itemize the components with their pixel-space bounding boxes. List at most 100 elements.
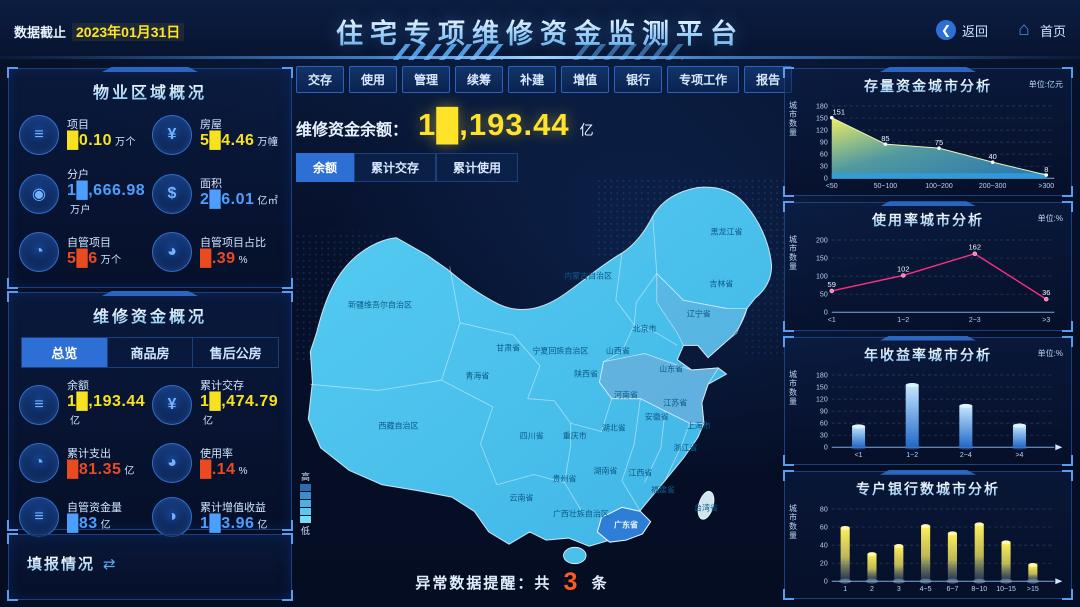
province-label[interactable]: 台湾省: [694, 503, 718, 513]
panel-notch: [102, 291, 198, 296]
province-label[interactable]: 湖北省: [601, 423, 626, 433]
stat-label: 累计支出: [67, 447, 111, 460]
svg-text:2: 2: [870, 586, 874, 593]
china-map: 新疆维吾尔自治区西藏自治区 青海省 甘肃省 内蒙古自治区 黑龙江省吉林省辽宁省北京市山西…: [296, 178, 788, 565]
province-label[interactable]: 上海市: [686, 421, 711, 431]
province-label[interactable]: 陕西省: [574, 369, 599, 379]
province-label[interactable]: 江苏省: [663, 398, 688, 408]
province-label[interactable]: 广东省: [614, 520, 639, 530]
fund-tab[interactable]: 总览: [22, 338, 108, 367]
svg-text:180: 180: [816, 372, 828, 379]
svg-text:10~15: 10~15: [996, 586, 1016, 593]
province-label[interactable]: 青海省: [465, 371, 490, 381]
province-label[interactable]: 山西省: [605, 346, 630, 356]
svg-text:>3: >3: [1042, 317, 1050, 324]
filling-status-title: 填报情况: [27, 553, 95, 574]
sync-icon[interactable]: ⇄: [103, 555, 116, 573]
province-label[interactable]: 山东省: [659, 364, 684, 374]
module-tab[interactable]: 专项工作: [667, 66, 740, 93]
yield-rate-chart[interactable]: 0 30 60 90 120 150 180 <1 1~2 2~4 >4: [799, 364, 1067, 462]
province-label[interactable]: 广西壮族自治区: [552, 509, 609, 519]
province-label[interactable]: 内蒙古自治区: [564, 271, 613, 281]
stat-label: 项目: [67, 119, 89, 132]
province-label[interactable]: 河南省: [614, 390, 639, 400]
taiwan-shape[interactable]: [695, 489, 717, 521]
panel-notch: [102, 67, 198, 72]
province-label[interactable]: 湖南省: [593, 466, 618, 476]
svg-text:30: 30: [820, 432, 828, 439]
province-label[interactable]: 黑龙江省: [710, 227, 743, 237]
chart-unit: 单位:%: [1037, 348, 1063, 358]
province-label[interactable]: 安徽省: [644, 412, 669, 422]
stat-unit: 万户: [70, 205, 91, 217]
balance-sub-tab[interactable]: 余额: [296, 153, 355, 182]
svg-text:40: 40: [988, 152, 996, 161]
chart-title: 专户银行数城市分析: [856, 480, 1000, 497]
balance-sub-tab[interactable]: 累计使用: [436, 153, 519, 182]
corner-decoration: [7, 67, 18, 78]
svg-text:151: 151: [833, 108, 846, 117]
module-tab[interactable]: 补建: [508, 66, 557, 93]
bank-count-chart[interactable]: 0 20 40 60 80 1 2 3 4~5 6~7 8~10 10~15 >15: [799, 498, 1067, 596]
province-label[interactable]: 西藏自治区: [378, 421, 419, 431]
module-tab[interactable]: 交存: [296, 66, 345, 93]
home-button[interactable]: ⌂ 首页: [1014, 19, 1066, 40]
back-button[interactable]: ❮ 返回: [935, 20, 988, 40]
svg-text:8~10: 8~10: [971, 586, 987, 593]
province-label[interactable]: 福建省: [650, 485, 675, 495]
corner-decoration: [7, 590, 18, 601]
province-borders: [310, 216, 727, 514]
fund-tab[interactable]: 商品房: [108, 338, 194, 367]
anomaly-alert[interactable]: 异常数据提醒：共 3 条: [296, 568, 728, 597]
province-label[interactable]: 浙江省: [673, 443, 698, 453]
stat-unit: %: [238, 465, 248, 477]
province-label[interactable]: 四川省: [519, 431, 544, 441]
property-overview-panel: 物业区域概况 ≡ 项目 █0.10 万个 ¥ 房屋 5█4.46 万幢 ◉: [7, 67, 293, 289]
home-icon: ⌂: [1018, 19, 1030, 40]
module-tab[interactable]: 银行: [614, 66, 663, 93]
hainan-shape[interactable]: [563, 546, 587, 565]
balance-sub-tab[interactable]: 累计交存: [354, 153, 437, 182]
legend-high-label: 高: [300, 472, 310, 482]
guangdong-shape[interactable]: [596, 506, 652, 543]
coins-icon: ≡: [19, 384, 59, 425]
corner-decoration: [783, 320, 794, 332]
usage-rate-chart[interactable]: 0 50 100 150 200 <1 1~2 2~3 >3 59 102 162 36: [799, 229, 1067, 327]
stock-funds-chart[interactable]: 0 30 60 90 120 150 180 <50 50~100 100~200 200~300 >…: [799, 95, 1067, 193]
province-label[interactable]: 吉林省: [709, 279, 734, 289]
stat-item: ¥ 房屋 5█4.46 万幢: [152, 115, 285, 155]
svg-text:50: 50: [820, 292, 828, 299]
province-label[interactable]: 甘肃省: [496, 343, 521, 353]
stat-label: 房屋: [200, 119, 222, 132]
province-label[interactable]: 贵州省: [552, 474, 577, 484]
svg-text:2~3: 2~3: [969, 317, 981, 324]
expense-pie-icon: ◔: [19, 443, 59, 484]
fund-tab[interactable]: 售后公房: [209, 346, 262, 361]
module-tab[interactable]: 续筹: [455, 66, 504, 93]
province-label[interactable]: 宁夏回族自治区: [532, 346, 589, 356]
province-label[interactable]: 北京市: [632, 324, 657, 334]
balance-sub-tabs: 余额 累计交存 累计使用: [296, 153, 788, 182]
center-area: 交存 使用 管理 续筹 补建 增值 银行 专项工作 报告 维修资金余额： 1█,193.44 亿…: [296, 66, 793, 599]
alert-count: 3: [563, 568, 580, 596]
property-overview-title: 物业区域概况: [9, 79, 291, 103]
province-label[interactable]: 江西省: [628, 468, 653, 478]
module-tab[interactable]: 管理: [402, 66, 451, 93]
province-label[interactable]: 新疆维吾尔自治区: [348, 300, 413, 310]
province-label[interactable]: 云南省: [509, 493, 534, 503]
module-tab[interactable]: 增值: [561, 66, 610, 93]
corner-decoration: [7, 278, 18, 289]
stat-value: 1█3.96 亿: [200, 514, 268, 532]
fund-tabs: 总览 商品房 售后公房: [21, 337, 279, 368]
usage-pie-icon: ◕: [152, 443, 192, 484]
svg-text:102: 102: [897, 265, 910, 274]
module-tab[interactable]: 使用: [349, 66, 398, 93]
pie-icon: ◔: [19, 232, 59, 273]
fund-stats: ≡ 余额 1█,193.44亿 ¥ 累计交存 1█,474.79亿 ◔ 累计支出: [9, 368, 291, 538]
stat-label: 自管项目: [67, 236, 111, 249]
province-label[interactable]: 辽宁省: [686, 309, 711, 319]
svg-text:>300: >300: [1038, 183, 1054, 190]
svg-text:36: 36: [1042, 288, 1050, 297]
svg-text:4~5: 4~5: [920, 586, 932, 593]
province-label[interactable]: 重庆市: [562, 431, 587, 441]
